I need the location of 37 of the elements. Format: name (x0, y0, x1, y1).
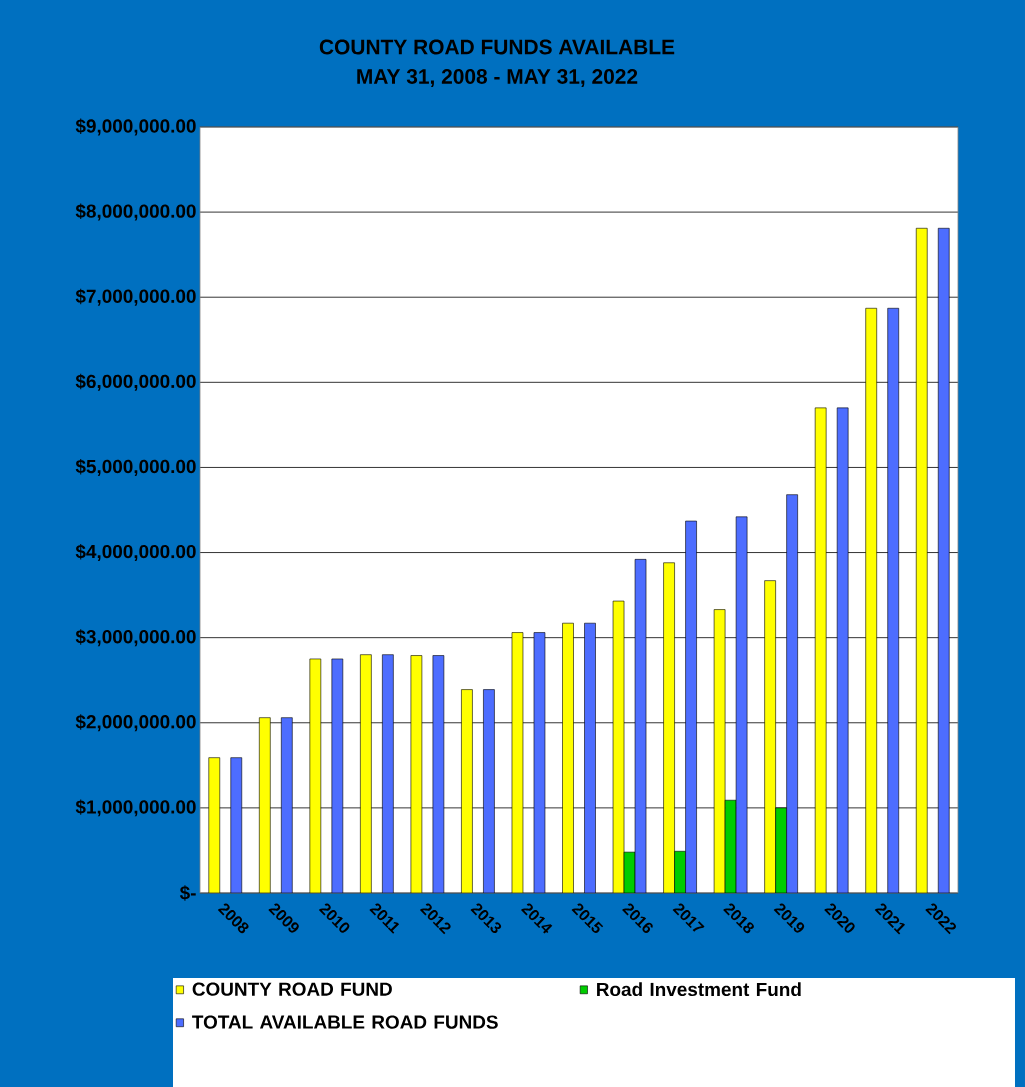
y-tick-label: $8,000,000.00 (75, 203, 196, 221)
chart-title: COUNTY ROAD FUNDS AVAILABLE (319, 39, 675, 55)
bar (915, 227, 928, 893)
y-tick-label: $2,000,000.00 (75, 714, 196, 732)
y-tick-label: $4,000,000.00 (75, 544, 196, 562)
bar (483, 689, 495, 893)
bar (887, 307, 900, 893)
bar (309, 658, 322, 893)
bar (937, 227, 950, 893)
bar (865, 307, 878, 893)
bar (208, 757, 221, 893)
legend-label: TOTAL AVAILABLE ROAD FUNDS (192, 1015, 498, 1029)
bar (786, 494, 798, 893)
bar (562, 622, 574, 893)
bar (663, 562, 675, 893)
bar (259, 717, 271, 893)
bar (685, 520, 697, 893)
bar (360, 654, 372, 893)
bar (331, 658, 344, 893)
y-tick-label: $9,000,000.00 (75, 118, 196, 136)
bar (584, 622, 596, 893)
bar (461, 689, 473, 893)
y-tick-label: $1,000,000.00 (75, 799, 196, 817)
bar (230, 757, 243, 893)
bar (764, 580, 776, 893)
legend-label: COUNTY ROAD FUND (192, 982, 392, 996)
legend-label: Road Investment Fund (597, 982, 801, 997)
bar (836, 407, 849, 893)
y-tick-label: $6,000,000.00 (75, 373, 196, 391)
bar (382, 654, 394, 893)
y-tick-label: $7,000,000.00 (75, 288, 196, 306)
y-tick-label: $3,000,000.00 (75, 629, 196, 647)
y-tick-label: $5,000,000.00 (75, 458, 196, 476)
chart-subtitle: MAY 31, 2008 - MAY 31, 2022 (357, 69, 638, 87)
bar (281, 717, 293, 893)
bar (814, 407, 827, 893)
y-tick-label: $- (179, 885, 196, 901)
